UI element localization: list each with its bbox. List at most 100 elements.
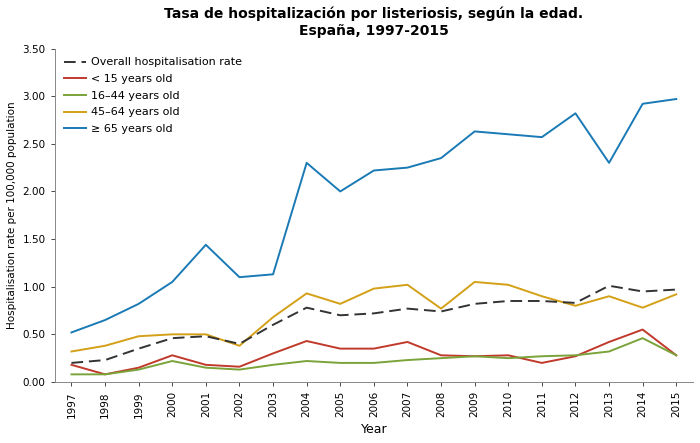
≥ 65 years old <box>134 301 143 307</box>
< 15 years old <box>437 353 445 358</box>
Overall hospitalisation rate <box>571 300 580 306</box>
≥ 65 years old <box>302 160 311 166</box>
≥ 65 years old <box>470 129 479 134</box>
Overall hospitalisation rate <box>336 313 344 318</box>
< 15 years old <box>235 364 244 369</box>
45–64 years old <box>470 279 479 284</box>
≥ 65 years old <box>202 242 210 248</box>
16–44 years old <box>370 360 378 365</box>
< 15 years old <box>638 327 647 332</box>
< 15 years old <box>672 353 680 358</box>
45–64 years old <box>202 332 210 337</box>
45–64 years old <box>235 343 244 349</box>
≥ 65 years old <box>571 111 580 116</box>
< 15 years old <box>302 338 311 344</box>
16–44 years old <box>605 349 613 354</box>
< 15 years old <box>538 360 546 365</box>
Overall hospitalisation rate <box>370 311 378 316</box>
45–64 years old <box>336 301 344 307</box>
Overall hospitalisation rate <box>101 358 109 363</box>
45–64 years old <box>302 291 311 296</box>
< 15 years old <box>470 354 479 359</box>
Overall hospitalisation rate <box>470 301 479 307</box>
16–44 years old <box>336 360 344 365</box>
≥ 65 years old <box>370 168 378 173</box>
16–44 years old <box>437 355 445 361</box>
16–44 years old <box>403 358 412 363</box>
45–64 years old <box>403 282 412 288</box>
45–64 years old <box>504 282 512 288</box>
< 15 years old <box>101 372 109 377</box>
≥ 65 years old <box>235 275 244 280</box>
16–44 years old <box>470 354 479 359</box>
≥ 65 years old <box>403 165 412 170</box>
16–44 years old <box>302 358 311 364</box>
Line: 45–64 years old: 45–64 years old <box>71 282 676 351</box>
Legend: Overall hospitalisation rate, < 15 years old, 16–44 years old, 45–64 years old, : Overall hospitalisation rate, < 15 years… <box>60 54 246 137</box>
16–44 years old <box>638 335 647 341</box>
16–44 years old <box>571 353 580 358</box>
Overall hospitalisation rate <box>67 360 76 365</box>
≥ 65 years old <box>168 279 176 284</box>
Overall hospitalisation rate <box>269 322 277 327</box>
≥ 65 years old <box>538 135 546 140</box>
Line: Overall hospitalisation rate: Overall hospitalisation rate <box>71 286 676 363</box>
Overall hospitalisation rate <box>538 298 546 303</box>
X-axis label: Year: Year <box>360 423 387 436</box>
16–44 years old <box>672 353 680 358</box>
< 15 years old <box>571 354 580 359</box>
16–44 years old <box>168 358 176 364</box>
45–64 years old <box>638 305 647 310</box>
Overall hospitalisation rate <box>672 287 680 292</box>
Line: 16–44 years old: 16–44 years old <box>71 338 676 374</box>
45–64 years old <box>571 303 580 308</box>
≥ 65 years old <box>638 101 647 106</box>
45–64 years old <box>538 294 546 299</box>
Title: Tasa de hospitalización por listeriosis, según la edad.
España, 1997-2015: Tasa de hospitalización por listeriosis,… <box>164 7 583 38</box>
45–64 years old <box>168 332 176 337</box>
Overall hospitalisation rate <box>638 289 647 294</box>
16–44 years old <box>134 367 143 372</box>
45–64 years old <box>370 286 378 291</box>
< 15 years old <box>336 346 344 351</box>
< 15 years old <box>67 362 76 368</box>
< 15 years old <box>202 362 210 368</box>
≥ 65 years old <box>672 97 680 102</box>
< 15 years old <box>370 346 378 351</box>
< 15 years old <box>504 353 512 358</box>
Line: ≥ 65 years old: ≥ 65 years old <box>71 99 676 332</box>
45–64 years old <box>101 343 109 349</box>
≥ 65 years old <box>504 132 512 137</box>
16–44 years old <box>202 365 210 370</box>
Overall hospitalisation rate <box>504 298 512 303</box>
Overall hospitalisation rate <box>134 346 143 351</box>
45–64 years old <box>67 349 76 354</box>
16–44 years old <box>67 372 76 377</box>
16–44 years old <box>504 355 512 361</box>
< 15 years old <box>269 351 277 356</box>
Y-axis label: Hospitalisation rate per 100,000 population: Hospitalisation rate per 100,000 populat… <box>7 101 17 329</box>
16–44 years old <box>235 367 244 372</box>
< 15 years old <box>403 339 412 345</box>
Overall hospitalisation rate <box>168 335 176 341</box>
16–44 years old <box>269 362 277 368</box>
16–44 years old <box>538 354 546 359</box>
≥ 65 years old <box>336 189 344 194</box>
≥ 65 years old <box>269 272 277 277</box>
≥ 65 years old <box>67 330 76 335</box>
45–64 years old <box>672 291 680 297</box>
< 15 years old <box>605 339 613 345</box>
Overall hospitalisation rate <box>403 306 412 311</box>
45–64 years old <box>269 315 277 320</box>
< 15 years old <box>134 365 143 370</box>
45–64 years old <box>134 334 143 339</box>
45–64 years old <box>437 306 445 311</box>
≥ 65 years old <box>437 155 445 161</box>
≥ 65 years old <box>101 317 109 323</box>
Overall hospitalisation rate <box>202 334 210 339</box>
Overall hospitalisation rate <box>235 341 244 346</box>
Line: < 15 years old: < 15 years old <box>71 330 676 374</box>
≥ 65 years old <box>605 160 613 166</box>
Overall hospitalisation rate <box>302 305 311 310</box>
16–44 years old <box>101 372 109 377</box>
